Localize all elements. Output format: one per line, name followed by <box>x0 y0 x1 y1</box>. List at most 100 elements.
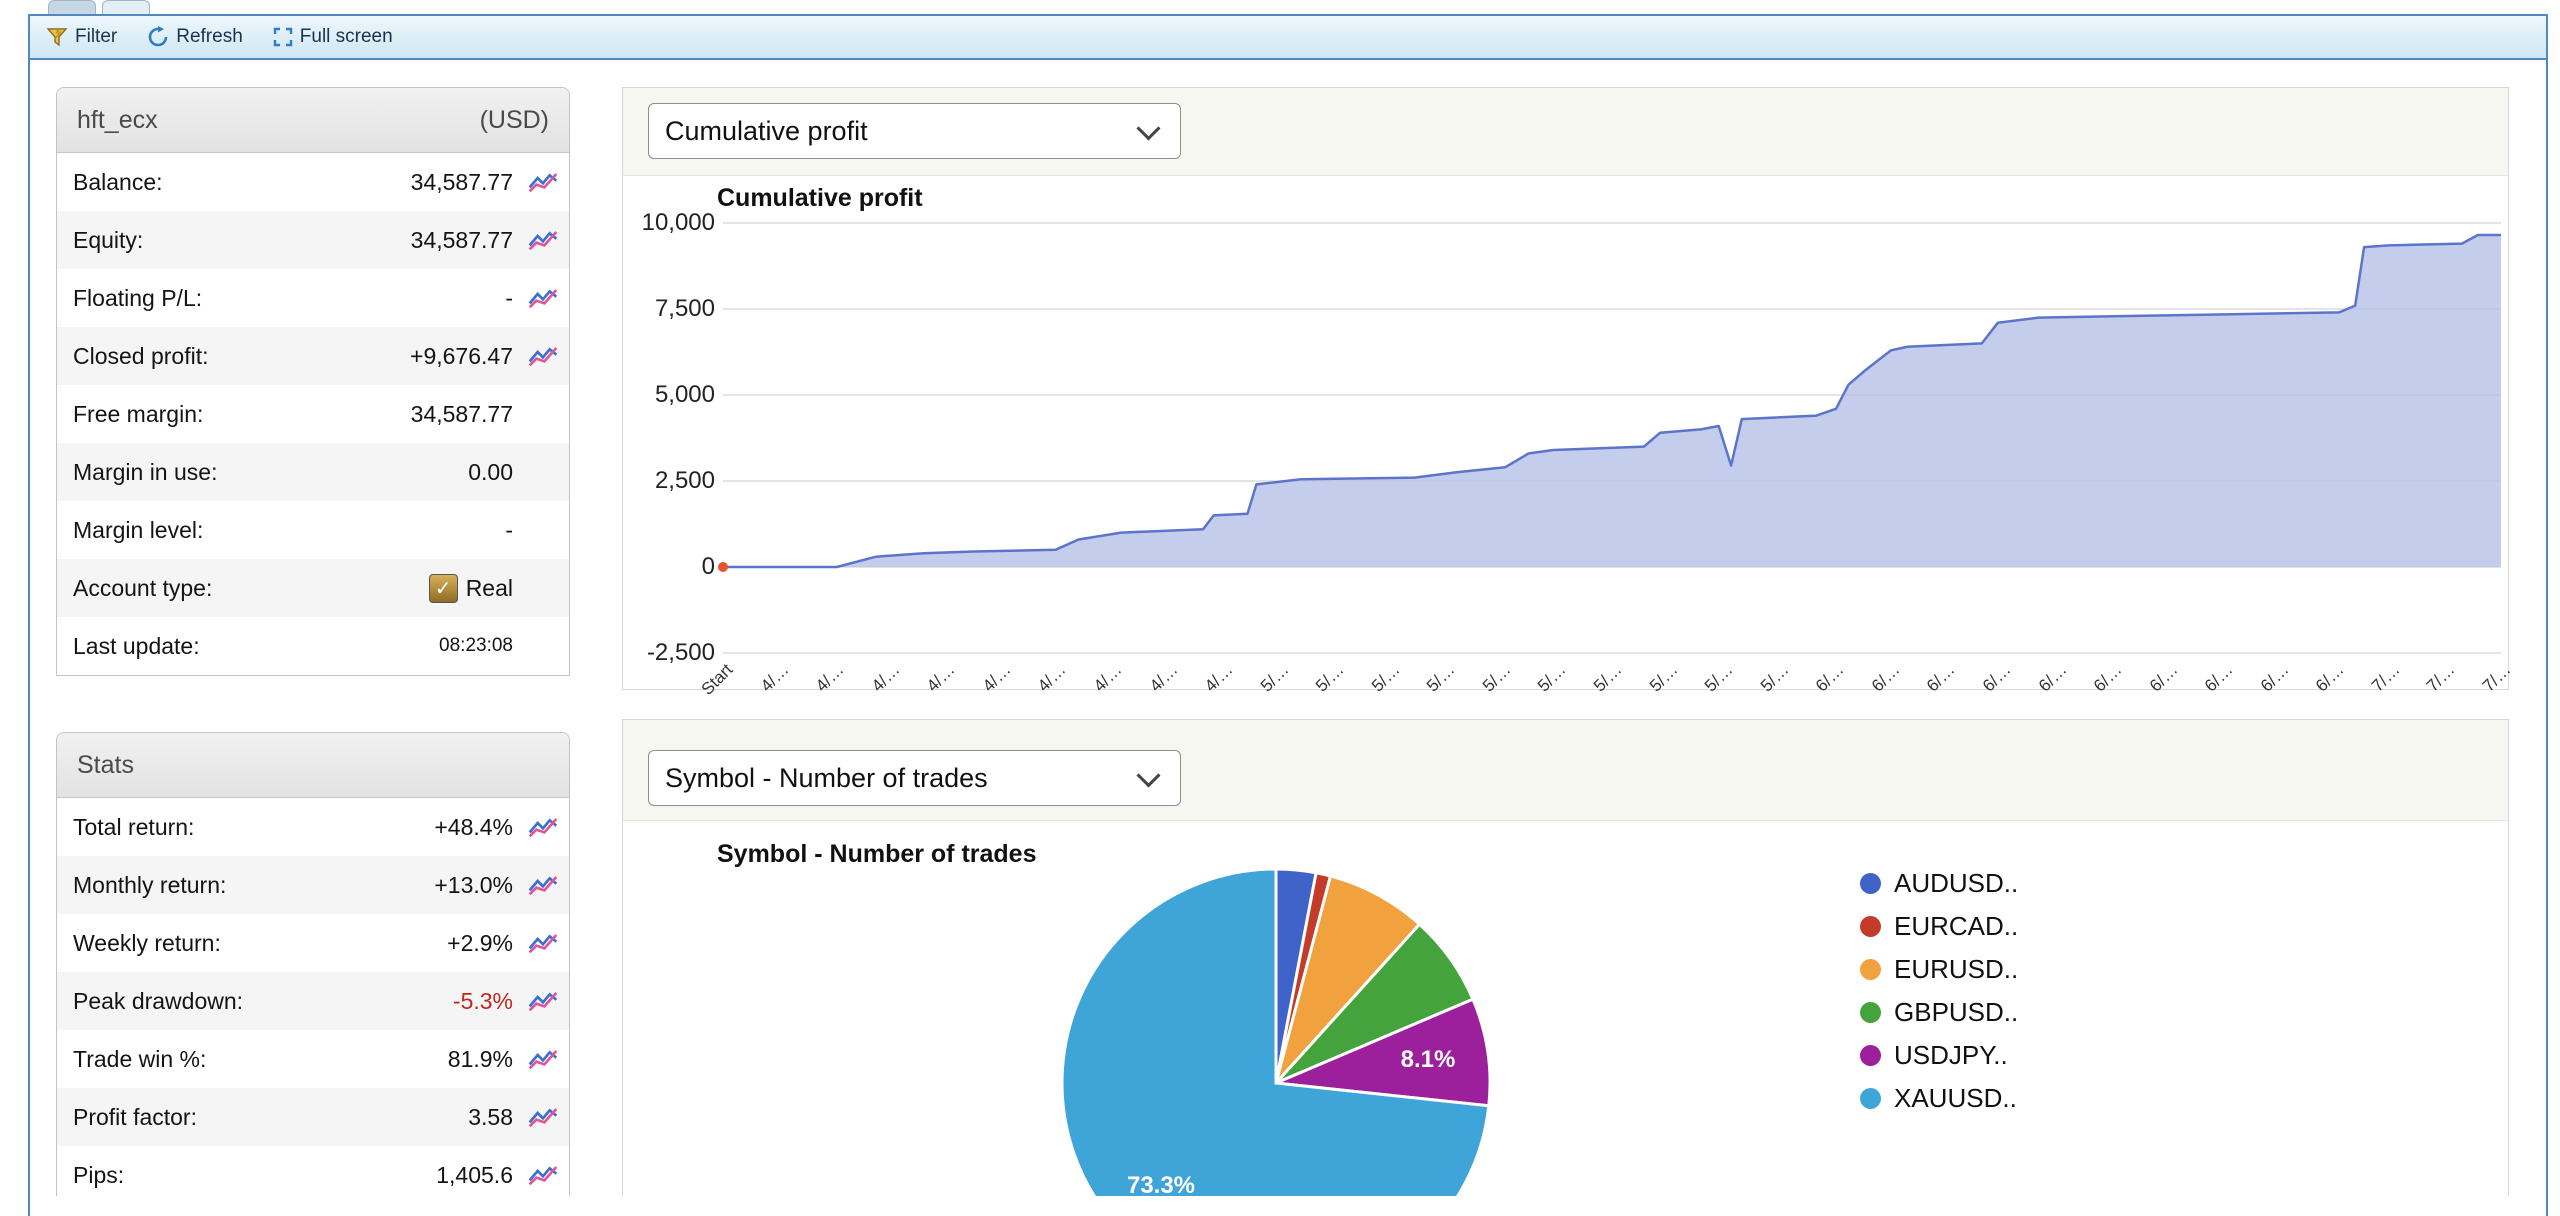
filter-button[interactable]: Filter <box>46 26 117 48</box>
toolbar: Filter Refresh Full screen <box>30 16 2546 60</box>
account-row-balance: Balance: 34,587.77 <box>57 153 569 211</box>
y-axis-tick-label: 5,000 <box>654 381 715 408</box>
app-frame: Filter Refresh Full screen hft_ecx (USD)… <box>28 14 2548 1216</box>
row-label: Free margin: <box>73 400 204 427</box>
filter-label: Filter <box>75 26 118 47</box>
closed-profit-value: +9,676.47 <box>410 342 513 369</box>
refresh-button[interactable]: Refresh <box>147 26 243 48</box>
y-axis-tick-label: 7,500 <box>654 295 715 322</box>
legend-item-audusd[interactable]: AUDUSD.. <box>1860 862 2018 905</box>
row-label: Equity: <box>73 226 144 253</box>
row-label: Margin in use: <box>73 458 218 485</box>
refresh-icon <box>148 26 168 47</box>
sparkline-icon[interactable] <box>527 286 559 310</box>
y-axis-tick-label: 10,000 <box>641 209 715 236</box>
row-label: Margin level: <box>73 516 204 543</box>
sparkline-icon[interactable] <box>527 344 559 368</box>
account-panel: hft_ecx (USD) Balance: 34,587.77 Equity:… <box>56 87 570 676</box>
legend-item-eurcad[interactable]: EURCAD.. <box>1860 905 2018 948</box>
legend-label: USDJPY.. <box>1894 1040 2008 1070</box>
weekly-return-value: +2.9% <box>447 929 513 956</box>
symbol-chart-select-wrap: Symbol - Number of trades <box>648 750 1181 806</box>
legend-item-xauusd[interactable]: XAUUSD.. <box>1860 1077 2018 1120</box>
chart-background <box>623 820 2508 1196</box>
legend-label: GBPUSD.. <box>1894 997 2019 1027</box>
fullscreen-icon <box>273 27 292 47</box>
sparkline-icon[interactable] <box>527 931 559 955</box>
sparkline-icon[interactable] <box>527 1105 559 1129</box>
stats-row-pips: Pips: 1,405.6 <box>57 1146 569 1196</box>
fullscreen-label: Full screen <box>299 26 393 47</box>
stats-title: Stats <box>77 750 134 779</box>
legend-dot <box>1860 1045 1881 1066</box>
floating-pl-value: - <box>505 284 513 311</box>
margin-level-value: - <box>505 516 513 543</box>
stats-row-profit-factor: Profit factor: 3.58 <box>57 1088 569 1146</box>
cumulative-profit-panel: Cumulative profit Cumulative profit 10,0… <box>622 87 2514 699</box>
legend-item-gbpusd[interactable]: GBPUSD.. <box>1860 991 2018 1034</box>
pie-slice-label: 8.1% <box>1400 1046 1456 1073</box>
row-label: Pips: <box>73 1161 125 1188</box>
row-label: Floating P/L: <box>73 284 203 311</box>
balance-value: 34,587.77 <box>410 168 513 195</box>
profit-chart-title: Cumulative profit <box>717 184 923 212</box>
monthly-return-value: +13.0% <box>434 871 513 898</box>
stats-row-monthly-return: Monthly return: +13.0% <box>57 856 569 914</box>
trade-win-value: 81.9% <box>447 1045 513 1072</box>
row-label: Closed profit: <box>73 342 209 369</box>
account-currency: (USD) <box>479 105 549 134</box>
equity-value: 34,587.77 <box>410 226 513 253</box>
tab-stub[interactable] <box>48 0 96 15</box>
profit-factor-value: 3.58 <box>468 1103 513 1130</box>
row-label: Last update: <box>73 632 200 659</box>
legend-dot <box>1860 1002 1881 1023</box>
symbol-chart-type-select[interactable]: Symbol - Number of trades <box>648 750 1181 806</box>
peak-drawdown-value: -5.3% <box>452 987 513 1014</box>
legend-label: AUDUSD.. <box>1894 868 2019 898</box>
account-row-floating-pl: Floating P/L: - <box>57 269 569 327</box>
margin-in-use-value: 0.00 <box>468 458 513 485</box>
symbol-pie-chart <box>1060 867 1492 1196</box>
pie-slice-label: 73.3% <box>1126 1172 1196 1196</box>
y-axis-tick-label: 2,500 <box>654 467 715 494</box>
legend-item-eurusd[interactable]: EURUSD.. <box>1860 948 2018 991</box>
row-label: Peak drawdown: <box>73 987 244 1014</box>
filter-icon <box>46 27 68 47</box>
row-label: Balance: <box>73 168 163 195</box>
sparkline-icon[interactable] <box>527 1047 559 1071</box>
account-panel-header: hft_ecx (USD) <box>57 88 569 153</box>
account-row-account-type: Account type: ✓ Real <box>57 559 569 617</box>
sparkline-icon[interactable] <box>527 1163 559 1187</box>
account-row-equity: Equity: 34,587.77 <box>57 211 569 269</box>
stats-panel: Stats Total return: +48.4% Monthly retur… <box>56 732 570 1196</box>
real-account-checkbox[interactable]: ✓ <box>428 573 458 603</box>
sparkline-icon[interactable] <box>527 170 559 194</box>
legend-dot <box>1860 959 1881 980</box>
legend-item-usdjpy[interactable]: USDJPY.. <box>1860 1034 2018 1077</box>
row-label: Account type: <box>73 574 213 601</box>
sparkline-icon[interactable] <box>527 989 559 1013</box>
row-label: Weekly return: <box>73 929 221 956</box>
stats-row-peak-drawdown: Peak drawdown: -5.3% <box>57 972 569 1030</box>
sparkline-icon[interactable] <box>527 228 559 252</box>
y-axis-tick-label: -2,500 <box>646 639 715 666</box>
fullscreen-button[interactable]: Full screen <box>273 26 393 48</box>
legend-dot <box>1860 1088 1881 1109</box>
sparkline-icon[interactable] <box>527 873 559 897</box>
tab-stub[interactable] <box>102 0 150 15</box>
account-row-closed-profit: Closed profit: +9,676.47 <box>57 327 569 385</box>
sparkline-icon[interactable] <box>527 815 559 839</box>
legend-label: EURUSD.. <box>1894 954 2019 984</box>
row-label: Total return: <box>73 813 195 840</box>
legend-label: XAUUSD.. <box>1894 1083 2017 1113</box>
symbol-trades-panel: Symbol - Number of trades Symbol - Numbe… <box>622 719 2509 1196</box>
profit-chart-type-select[interactable]: Cumulative profit <box>648 103 1181 159</box>
stats-row-total-return: Total return: +48.4% <box>57 798 569 856</box>
account-name: hft_ecx <box>77 105 158 134</box>
refresh-label: Refresh <box>176 26 243 47</box>
free-margin-value: 34,587.77 <box>410 400 513 427</box>
stats-row-trade-win: Trade win %: 81.9% <box>57 1030 569 1088</box>
pips-value: 1,405.6 <box>436 1161 513 1188</box>
legend-dot <box>1860 916 1881 937</box>
row-label: Monthly return: <box>73 871 227 898</box>
